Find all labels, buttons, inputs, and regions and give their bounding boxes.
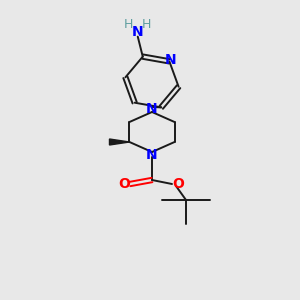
Polygon shape xyxy=(110,139,130,145)
Text: N: N xyxy=(146,102,158,116)
Text: H: H xyxy=(142,18,152,31)
Text: N: N xyxy=(146,148,158,162)
Text: O: O xyxy=(172,177,184,191)
Text: O: O xyxy=(118,177,130,191)
Text: N: N xyxy=(132,25,144,39)
Text: H: H xyxy=(124,18,134,31)
Text: N: N xyxy=(164,53,176,67)
